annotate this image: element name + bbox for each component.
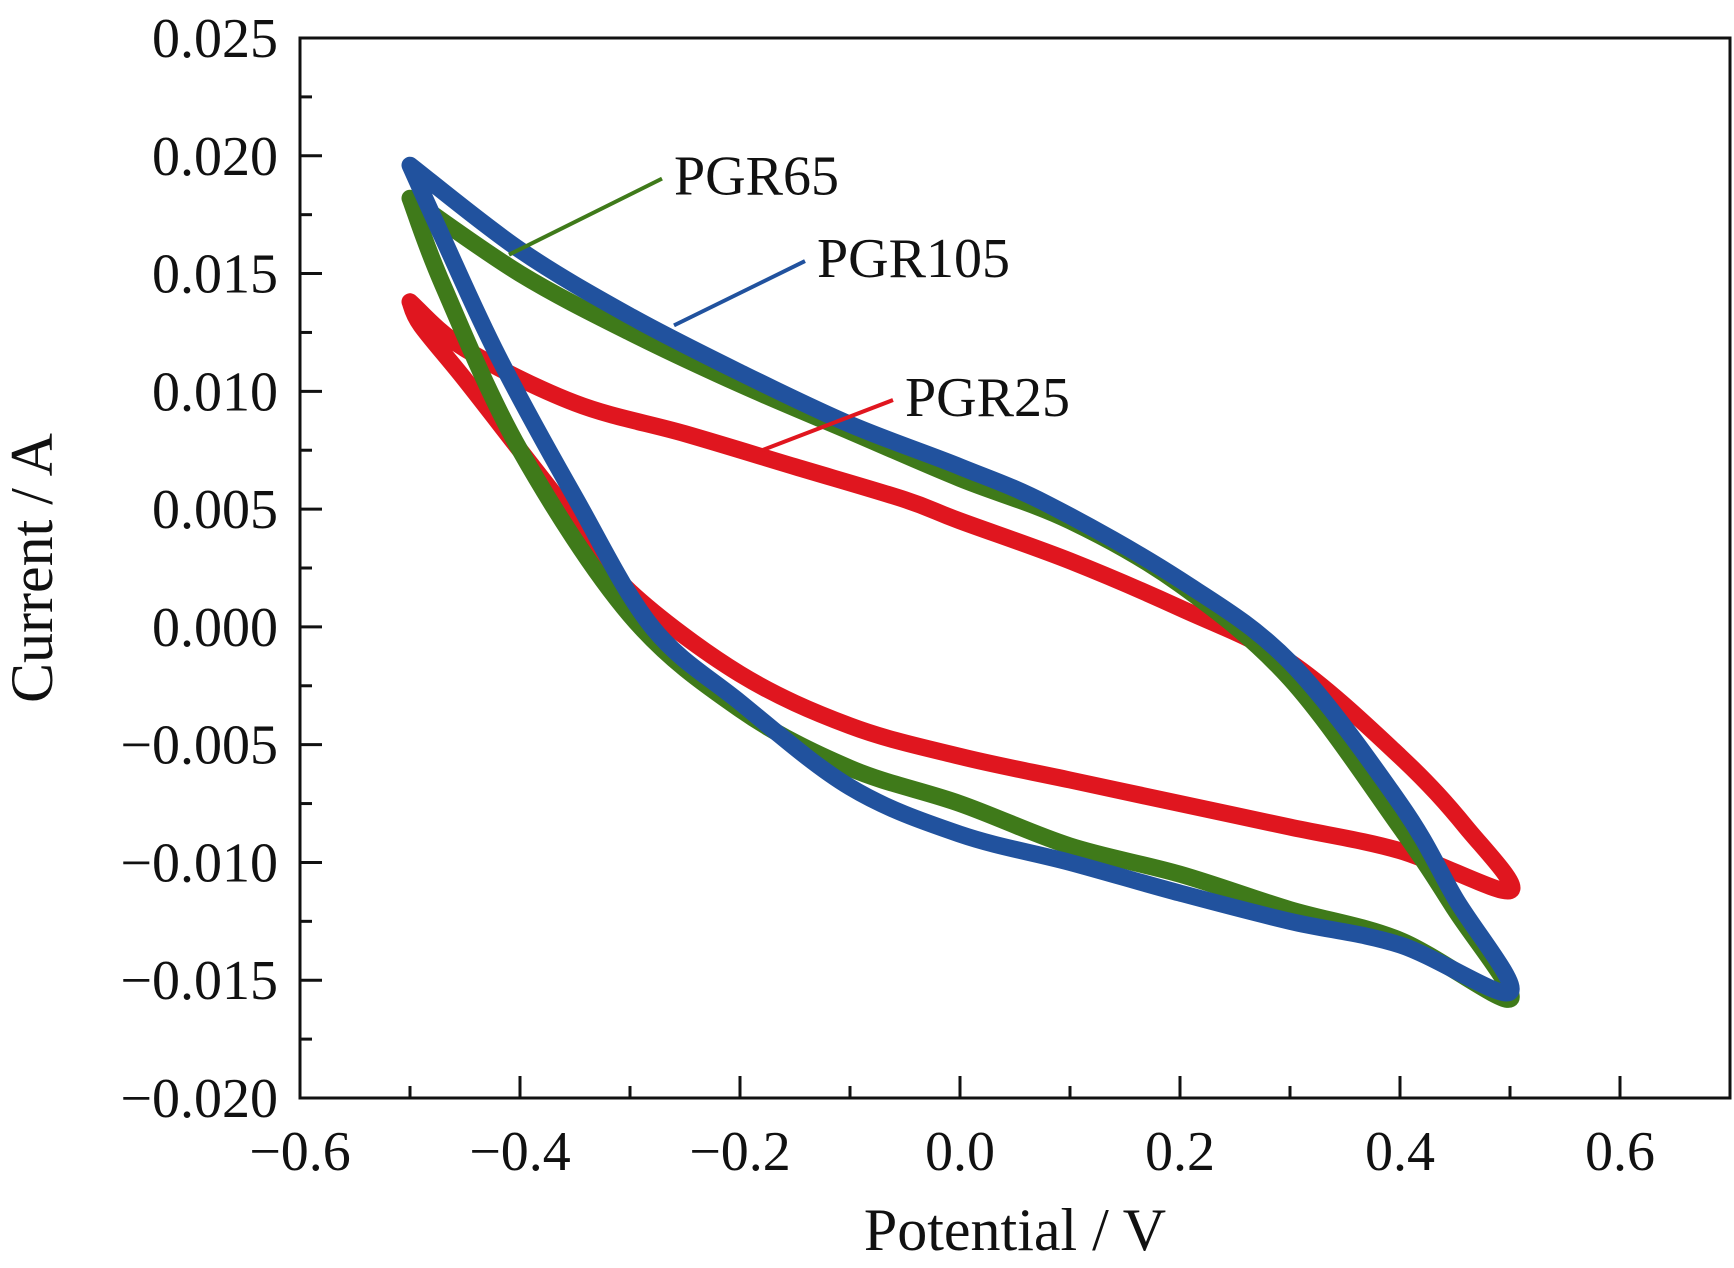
x-tick-label: 0.6	[1585, 1121, 1655, 1183]
x-tick-label: 0.0	[925, 1121, 995, 1183]
annotation-label-pgr25: PGR25	[905, 367, 1070, 429]
x-tick-label: −0.6	[249, 1121, 351, 1183]
x-axis-title: Potential / V	[864, 1197, 1166, 1263]
annotation-leader-pgr25	[761, 398, 894, 453]
plot-frame	[298, 36, 1732, 1100]
y-tick-label: −0.010	[120, 832, 278, 894]
y-axis-title: Current / A	[0, 433, 65, 703]
y-axis: −0.020 −0.015 −0.010 −0.005 0.000 0.005 0.010 0…	[120, 8, 322, 1130]
annotation-label-pgr105: PGR105	[817, 228, 1010, 290]
x-tick-label: −0.2	[689, 1121, 791, 1183]
x-tick-label: 0.2	[1145, 1121, 1215, 1183]
y-tick-label: 0.005	[152, 479, 278, 541]
y-tick-label: −0.005	[120, 715, 278, 777]
x-tick-label: −0.4	[469, 1121, 571, 1183]
annotation-layer: PGR65 PGR105 PGR25	[508, 146, 1070, 453]
x-tick-label: 0.4	[1365, 1121, 1435, 1183]
annotation-label-pgr65: PGR65	[674, 146, 839, 208]
annotation-leader-pgr105	[673, 259, 806, 328]
series-layer	[401, 156, 1521, 1008]
series-line-pgr105	[401, 156, 1520, 1002]
x-axis: −0.6 −0.4 −0.2 0.0 0.2 0.4 0.6	[249, 1076, 1655, 1183]
y-tick-label: −0.020	[120, 1068, 278, 1130]
annotation-leader-pgr65	[508, 176, 663, 257]
y-tick-label: 0.015	[152, 244, 278, 306]
series-line-pgr65	[401, 189, 1520, 1008]
y-tick-label: 0.025	[152, 8, 278, 70]
y-tick-label: 0.010	[152, 361, 278, 423]
y-tick-label: −0.015	[120, 950, 278, 1012]
y-tick-label: 0.000	[152, 597, 278, 659]
y-tick-label: 0.020	[152, 126, 278, 188]
